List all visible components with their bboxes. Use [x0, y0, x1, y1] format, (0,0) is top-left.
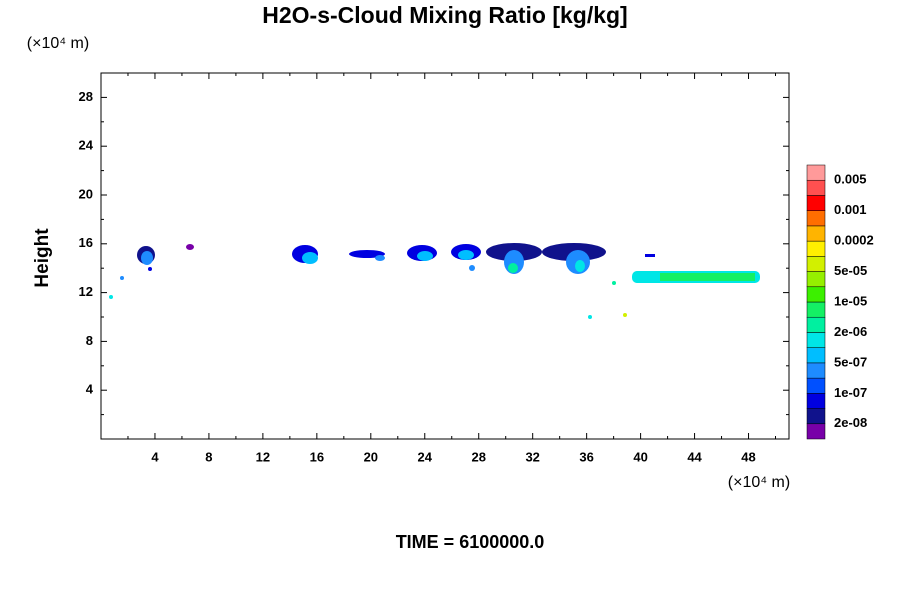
colorbar-swatch	[806, 316, 826, 333]
colorbar-swatch	[806, 286, 826, 303]
colorbar-label: 0.001	[834, 202, 867, 217]
colorbar-label: 0.005	[834, 172, 867, 187]
x-tick-label: 12	[256, 449, 270, 464]
colorbar-swatch	[806, 377, 826, 394]
colorbar-swatch	[806, 210, 826, 227]
x-tick-label: 20	[364, 449, 378, 464]
y-tick-label: 4	[86, 382, 94, 397]
y-tick-label: 24	[79, 138, 94, 153]
x-tick-label: 32	[525, 449, 539, 464]
y-axis-label: Height	[32, 228, 53, 288]
colorbar-swatch	[806, 408, 826, 425]
x-tick-label: 8	[205, 449, 212, 464]
chart-title: H2O-s-Cloud Mixing Ratio [kg/kg]	[262, 2, 627, 28]
x-tick-label: 16	[310, 449, 324, 464]
colorbar-label: 2e-06	[834, 324, 867, 339]
y-tick-label: 12	[79, 284, 93, 299]
colorbar-swatch	[806, 195, 826, 211]
y-tick-label: 28	[79, 89, 93, 104]
cloud-field	[109, 243, 760, 319]
x-tick-label: 28	[471, 449, 485, 464]
colorbar-swatch	[806, 271, 826, 288]
colorbar-swatch	[806, 393, 826, 409]
x-tick-label: 24	[418, 449, 433, 464]
colorbar-swatch	[806, 164, 826, 181]
colorbar-swatch	[806, 256, 826, 272]
y-tick-label: 20	[79, 186, 93, 201]
plot-frame	[100, 72, 790, 440]
colorbar-label: 5e-07	[834, 354, 867, 369]
colorbar-swatch	[806, 423, 826, 440]
colorbar-swatch	[806, 301, 826, 318]
colorbar-swatch	[806, 225, 826, 242]
time-label: TIME = 6100000.0	[396, 532, 545, 552]
colorbar-swatch	[806, 332, 826, 348]
x-unit: (×10⁴ m)	[728, 474, 790, 491]
x-tick-label: 4	[151, 449, 159, 464]
colorbar-label: 0.0002	[834, 233, 874, 248]
y-unit: (×10⁴ m)	[27, 35, 89, 52]
colorbar-swatch	[806, 240, 826, 257]
y-tick-label: 16	[79, 235, 93, 250]
colorbar-label: 1e-05	[834, 293, 867, 308]
x-tick-label: 44	[687, 449, 702, 464]
x-tick-label: 40	[633, 449, 647, 464]
colorbar-label: 2e-08	[834, 415, 867, 430]
x-tick-label: 36	[579, 449, 593, 464]
colorbar-swatch	[806, 347, 826, 364]
x-tick-label: 48	[741, 449, 755, 464]
colorbar-label: 5e-05	[834, 263, 867, 278]
colorbar-swatch	[806, 179, 826, 196]
colorbar-label: 1e-07	[834, 385, 867, 400]
colorbar-swatch	[806, 362, 826, 379]
y-tick-label: 8	[86, 333, 93, 348]
